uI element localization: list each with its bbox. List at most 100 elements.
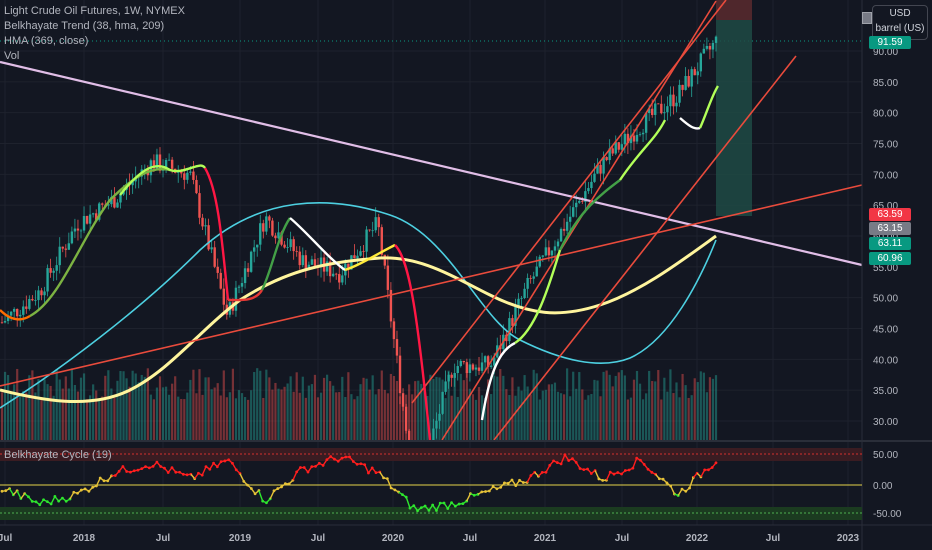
volume-bar — [301, 376, 304, 440]
volume-bar — [234, 398, 238, 440]
volume-bar — [411, 394, 414, 440]
volume-bar — [350, 394, 353, 440]
candle-body — [338, 274, 341, 283]
volume-bar — [40, 397, 43, 440]
price-tick-label: 55.00 — [873, 263, 898, 274]
currency-unit-selector[interactable]: USD barrel (US) — [872, 5, 928, 40]
candle-body — [222, 288, 225, 305]
volume-bar — [505, 389, 508, 440]
volume-bar — [587, 395, 590, 440]
legend-hma[interactable]: HMA (369, close) — [4, 35, 89, 47]
volume-bars — [0, 368, 718, 440]
volume-bar — [104, 375, 107, 440]
candle-body — [468, 364, 472, 374]
candle-body — [547, 247, 551, 256]
candle-body — [477, 367, 481, 371]
volume-bar — [322, 377, 326, 440]
candle-body — [459, 360, 462, 367]
legend-vol[interactable]: Vol — [4, 50, 20, 62]
volume-bar — [502, 375, 505, 440]
cycle-tick-label: 0.00 — [873, 481, 893, 492]
volume-bar — [523, 375, 526, 440]
volume-bar — [237, 390, 241, 440]
candle-body — [207, 225, 210, 250]
candle-body — [526, 277, 529, 289]
volume-bar — [566, 368, 569, 440]
legend-cycle[interactable]: Belkhayate Cycle (19) — [4, 449, 112, 461]
volume-bar — [383, 389, 386, 440]
scale-icon[interactable] — [862, 12, 872, 24]
candle-body — [629, 135, 633, 144]
candle-body — [450, 374, 453, 378]
price-axis-labels: 90.0085.0080.0075.0070.0065.0060.0055.00… — [873, 47, 898, 428]
volume-bar — [277, 388, 280, 440]
candle-body — [328, 261, 332, 277]
candle-body — [398, 355, 402, 394]
candle-body — [690, 69, 693, 87]
volume-bar — [158, 376, 162, 440]
price-tick-label: 30.00 — [873, 417, 898, 428]
candle-body — [55, 265, 58, 271]
volume-bar — [699, 371, 702, 440]
cycle-segment — [688, 477, 694, 489]
volume-bar — [280, 389, 283, 440]
candle-body — [666, 106, 669, 113]
candle-body — [19, 314, 22, 317]
volume-bar — [395, 380, 399, 440]
volume-bar — [292, 391, 295, 440]
candle-body — [693, 69, 696, 76]
volume-bar — [559, 393, 563, 440]
volume-bar — [645, 393, 648, 440]
candle-body — [520, 298, 523, 299]
volume-bar — [590, 394, 593, 440]
volume-bar — [401, 395, 405, 440]
volume-bar — [140, 374, 143, 440]
volume-bar — [289, 376, 292, 440]
cycle-segment — [364, 464, 370, 474]
volume-bar — [353, 399, 356, 440]
volume-bar — [629, 397, 633, 440]
cycle-segment — [632, 457, 638, 469]
volume-bar — [669, 369, 672, 440]
candle-body — [265, 216, 268, 232]
volume-bar — [222, 370, 225, 440]
candle-body — [638, 134, 642, 136]
cycle-overbought-band — [0, 448, 862, 461]
volume-bar — [304, 397, 307, 440]
candle-body — [347, 263, 350, 270]
volume-bar — [240, 393, 244, 440]
volume-bar — [374, 394, 377, 440]
candle-body — [647, 108, 651, 114]
candle-body — [298, 251, 301, 266]
candle-body — [605, 157, 608, 161]
candle-body — [91, 213, 95, 215]
candle-body — [623, 133, 627, 145]
volume-bar — [562, 394, 566, 440]
candle-body — [711, 42, 715, 50]
volume-bar — [666, 391, 669, 440]
price-tick-label: 40.00 — [873, 355, 898, 366]
candle-body — [46, 268, 49, 292]
volume-bar — [332, 385, 335, 440]
candle-body — [407, 430, 411, 440]
volume-bar — [499, 369, 502, 440]
volume-bar — [693, 378, 696, 440]
volume-bar — [714, 375, 718, 440]
candle-body — [256, 244, 259, 248]
volume-bar — [389, 373, 393, 440]
volume-bar — [46, 384, 49, 440]
legend-trend[interactable]: Belkhayate Trend (38, hma, 209) — [4, 20, 165, 32]
candle-body — [696, 71, 699, 76]
candle-body — [374, 217, 377, 231]
candle-body — [517, 298, 520, 307]
candle-body — [216, 266, 219, 273]
candle-body — [274, 235, 277, 239]
volume-bar — [356, 396, 359, 440]
candle-body — [15, 308, 19, 317]
candle-body — [192, 171, 195, 180]
volume-bar — [517, 386, 520, 440]
candle-body — [565, 221, 569, 231]
cycle-segment — [239, 473, 245, 482]
candle-body — [392, 321, 396, 340]
